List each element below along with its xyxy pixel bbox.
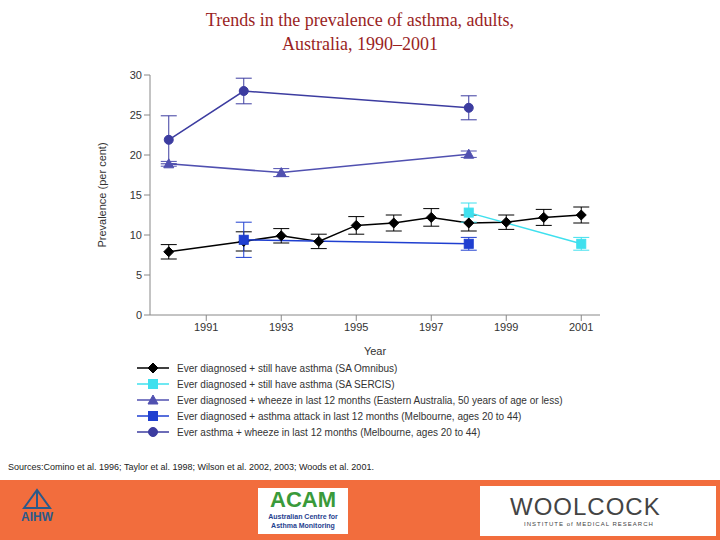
svg-text:20: 20 [130,149,142,161]
svg-text:25: 25 [130,109,142,121]
html-text:Ever diagnosed + wheeze in las: Ever diagnosed + wheeze in last 12 month… [177,394,563,406]
svg-text:1999: 1999 [494,321,518,333]
html-text:AIHW: AIHW [21,510,53,524]
html-text:Ever diagnosed + asthma attack: Ever diagnosed + asthma attack in last 1… [177,410,522,422]
html-text:Ever asthma + wheeze in last 1: Ever asthma + wheeze in last 12 months (… [177,426,481,438]
svg-text:15: 15 [130,189,142,201]
html-text:INSTITUTE of MEDICAL RESEARCH: INSTITUTE of MEDICAL RESEARCH [524,521,654,527]
html-text:Australian Centre for Asthma M: Australian Centre for Asthma Monitoring [268,513,338,529]
html-text:Ever diagnosed + still have as: Ever diagnosed + still have asthma (SA S… [177,378,395,390]
svg-text:0: 0 [136,309,142,321]
svg-text:1995: 1995 [344,321,368,333]
svg-text:Year: Year [364,345,387,355]
svg-text:30: 30 [130,69,142,81]
html-text:Sources:Comino et al. 1996; Ta: Sources:Comino et al. 1996; Taylor et al… [8,462,374,472]
svg-text:Prevalence (per cent): Prevalence (per cent) [96,142,108,247]
html-text:Trends in the prevalence of as: Trends in the prevalence of asthma, adul… [205,10,515,54]
svg-text:1997: 1997 [419,321,443,333]
svg-text:10: 10 [130,229,142,241]
svg-text:1993: 1993 [269,321,293,333]
svg-text:2001: 2001 [569,321,593,333]
svg-text:5: 5 [136,269,142,281]
html-text:ACAM: ACAM [270,487,336,512]
svg-text:1991: 1991 [194,321,218,333]
html-text:Ever diagnosed + still have as: Ever diagnosed + still have asthma (SA O… [177,362,398,374]
html-text:WOOLCOCK: WOOLCOCK [510,493,661,520]
